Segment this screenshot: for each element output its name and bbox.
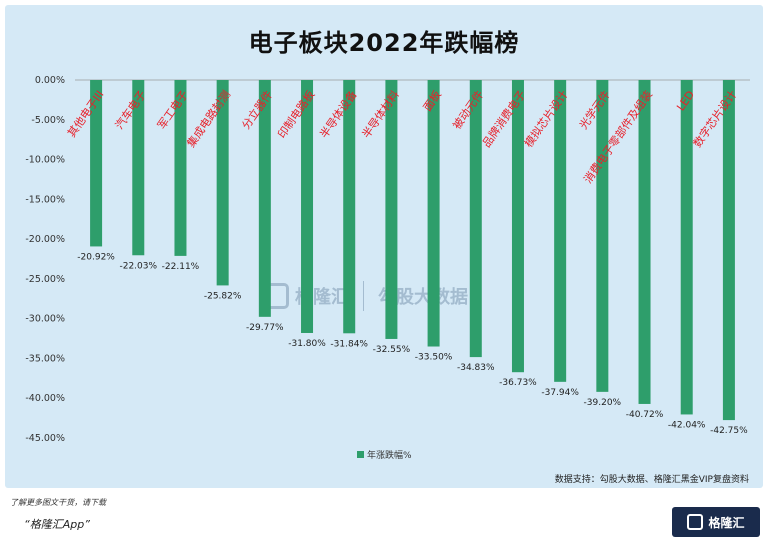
watermark-text-right: 勾股大数据 bbox=[378, 287, 468, 308]
data-label: -31.80% bbox=[288, 339, 326, 349]
data-label: -22.03% bbox=[119, 261, 157, 271]
y-tick-label: -40.00% bbox=[25, 393, 65, 404]
y-tick-label: -25.00% bbox=[25, 274, 65, 285]
bar bbox=[90, 80, 103, 247]
data-label: -25.82% bbox=[204, 291, 242, 301]
legend-swatch bbox=[357, 451, 364, 458]
data-label: -37.94% bbox=[541, 388, 579, 398]
footer-app-name: “格隆汇App” bbox=[24, 518, 90, 531]
data-label: -42.04% bbox=[668, 420, 706, 430]
y-tick-label: -10.00% bbox=[25, 155, 65, 166]
data-label: -36.73% bbox=[499, 378, 537, 388]
data-label: -20.92% bbox=[77, 252, 115, 262]
data-label: -40.72% bbox=[626, 410, 664, 420]
y-tick-label: -35.00% bbox=[25, 353, 65, 364]
brand-logo-text: 格隆汇 bbox=[708, 515, 745, 530]
bar bbox=[385, 80, 398, 339]
bar bbox=[554, 80, 567, 382]
data-label: -39.20% bbox=[584, 398, 622, 408]
data-label: -33.50% bbox=[415, 353, 453, 363]
y-tick-label: -20.00% bbox=[25, 234, 65, 245]
bar bbox=[258, 80, 271, 317]
bar bbox=[596, 80, 609, 392]
y-tick-label: 0.00% bbox=[35, 75, 65, 86]
y-tick-label: -5.00% bbox=[31, 115, 65, 126]
bar bbox=[132, 80, 145, 256]
watermark-divider bbox=[363, 281, 364, 311]
bar bbox=[216, 80, 229, 286]
data-label: -32.55% bbox=[373, 345, 411, 355]
category-label: 面板 bbox=[420, 88, 444, 114]
bar bbox=[174, 80, 187, 256]
chart-title: 电子板块2022年跌幅榜 bbox=[248, 29, 520, 57]
footer-note: 了解更多图文干货，请下载 bbox=[10, 498, 106, 507]
bar bbox=[511, 80, 524, 373]
brand-logo: 格隆汇 bbox=[672, 507, 760, 537]
data-label: -42.75% bbox=[710, 426, 748, 436]
y-tick-label: -15.00% bbox=[25, 194, 65, 205]
bar bbox=[427, 80, 440, 347]
data-label: -31.84% bbox=[330, 339, 368, 349]
bar bbox=[722, 80, 735, 421]
bar bbox=[343, 80, 356, 334]
bar-chart: 0.00% -5.00% -10.00% -15.00% -20.00% -25.00% -… bbox=[25, 75, 750, 461]
bar bbox=[469, 80, 482, 358]
data-label: -34.83% bbox=[457, 363, 495, 373]
y-tick-label: -45.00% bbox=[25, 433, 65, 444]
category-label: LED bbox=[674, 88, 697, 113]
y-tick-label: -30.00% bbox=[25, 314, 65, 325]
chart-panel: 电子板块2022年跌幅榜 格隆汇 勾股大数据 0.00% -5.00% -10.00… bbox=[5, 5, 763, 488]
legend-label: 年涨跌幅% bbox=[367, 449, 412, 461]
bar bbox=[638, 80, 651, 404]
data-label: -22.11% bbox=[162, 262, 200, 272]
data-label: -29.77% bbox=[246, 323, 284, 333]
source-note: 数据支持：勾股大数据、格隆汇黑金VIP复盘资料 bbox=[554, 475, 749, 485]
bar bbox=[301, 80, 314, 333]
brand-logo-icon bbox=[687, 514, 704, 530]
bar bbox=[680, 80, 693, 415]
